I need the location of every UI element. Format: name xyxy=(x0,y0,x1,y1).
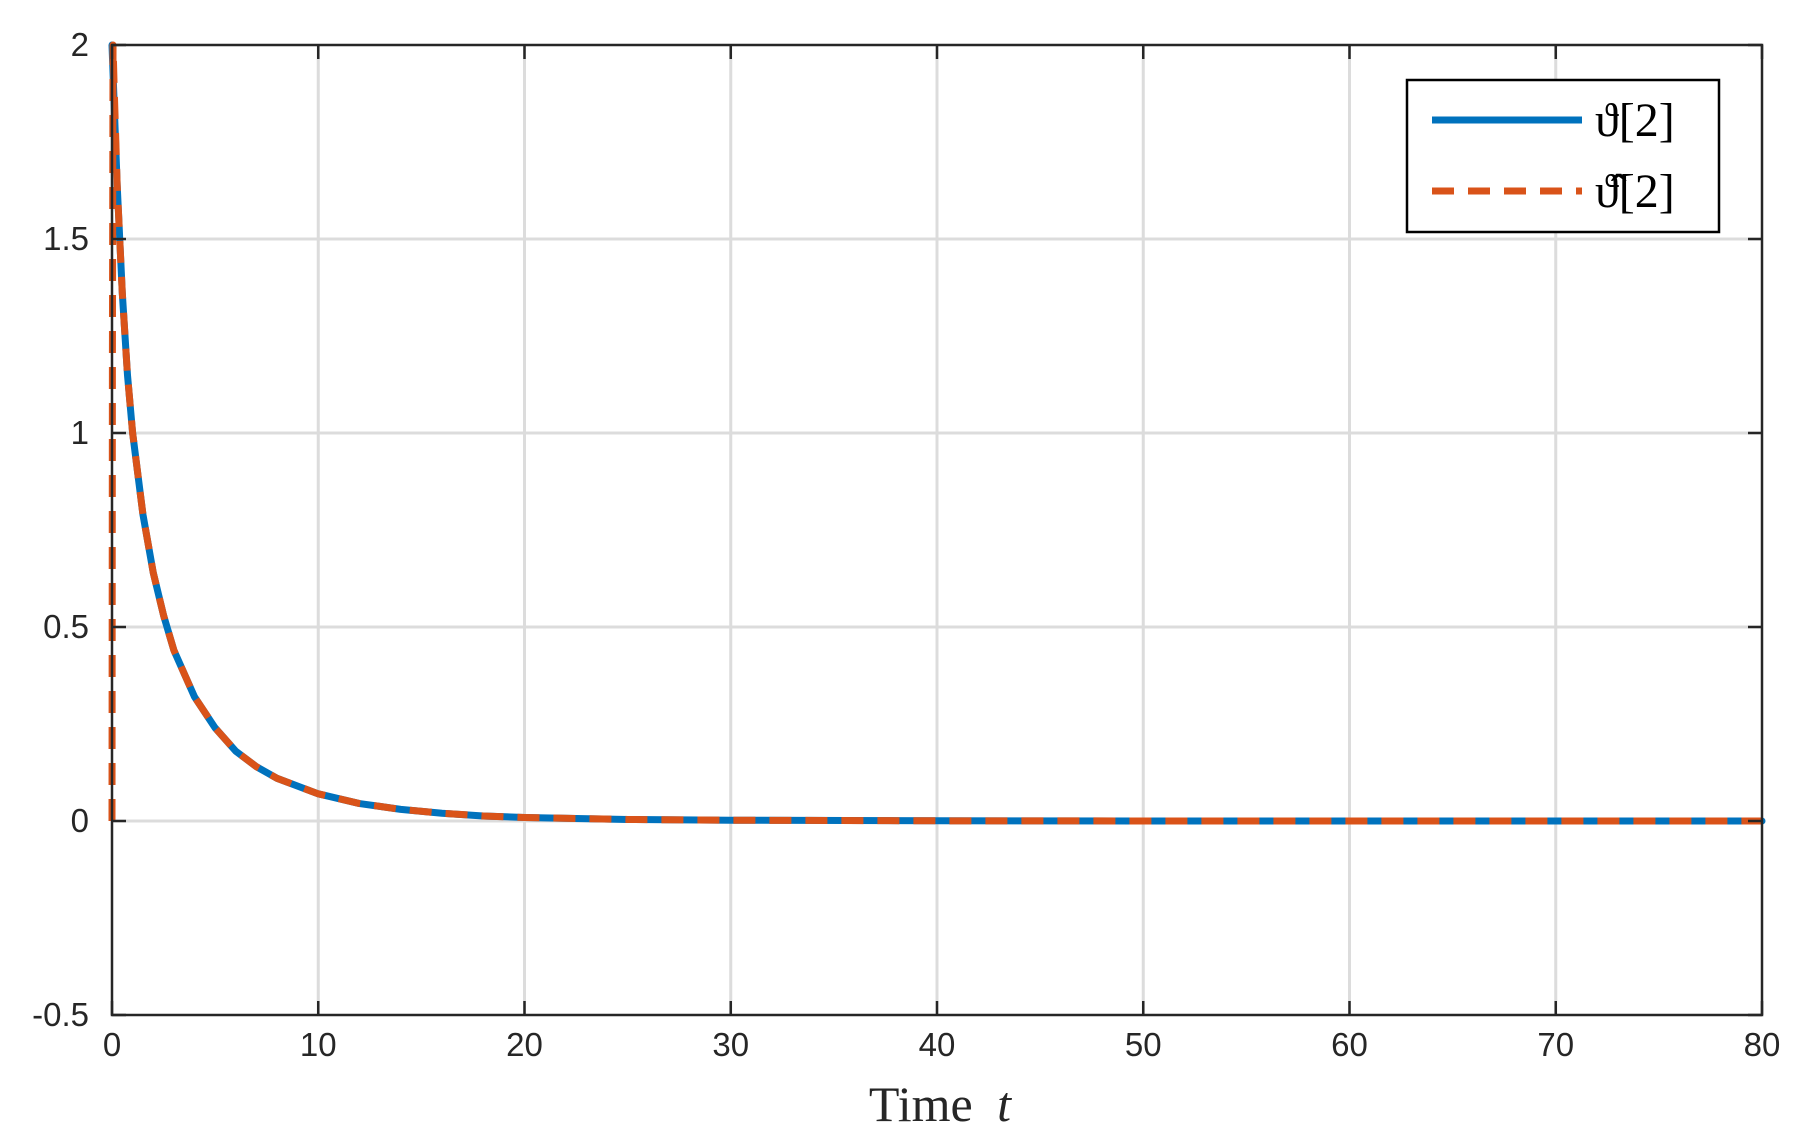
series-line-2 xyxy=(108,41,1762,825)
x-tick-label: 30 xyxy=(712,1026,749,1063)
x-tick-label: 80 xyxy=(1744,1026,1781,1063)
x-tick-label: 40 xyxy=(919,1026,956,1063)
x-tick-label: 20 xyxy=(506,1026,543,1063)
x-tick-label: 50 xyxy=(1125,1026,1162,1063)
x-axis-label: Time t xyxy=(869,1076,1012,1132)
tick-labels: 0 10 20 30 40 50 60 70 80 -0.5 0 0.5 1 1.5 2 xyxy=(32,26,1780,1063)
legend-label-series-2: ϑ̂[2] xyxy=(1595,165,1675,218)
x-tick-label: 60 xyxy=(1331,1026,1368,1063)
x-axis-label-text: Time xyxy=(869,1076,973,1132)
legend-box xyxy=(1405,78,1721,234)
ticks xyxy=(110,43,1764,1017)
y-tick-label: 1.5 xyxy=(43,220,89,257)
y-tick-label: 0 xyxy=(71,802,89,839)
legend: ϑ[2] ϑ̂[2] xyxy=(1405,78,1721,234)
y-tick-label: 1 xyxy=(71,414,89,451)
x-tick-label: 70 xyxy=(1537,1026,1574,1063)
legend-label-series-1: ϑ[2] xyxy=(1595,94,1675,147)
y-tick-label: 0.5 xyxy=(43,608,89,645)
x-tick-label: 10 xyxy=(300,1026,337,1063)
x-tick-label: 0 xyxy=(103,1026,121,1063)
x-axis-label-var: t xyxy=(997,1076,1012,1132)
y-tick-label: 2 xyxy=(71,26,89,63)
y-tick-label: -0.5 xyxy=(32,996,89,1033)
series-layer xyxy=(108,41,1766,825)
